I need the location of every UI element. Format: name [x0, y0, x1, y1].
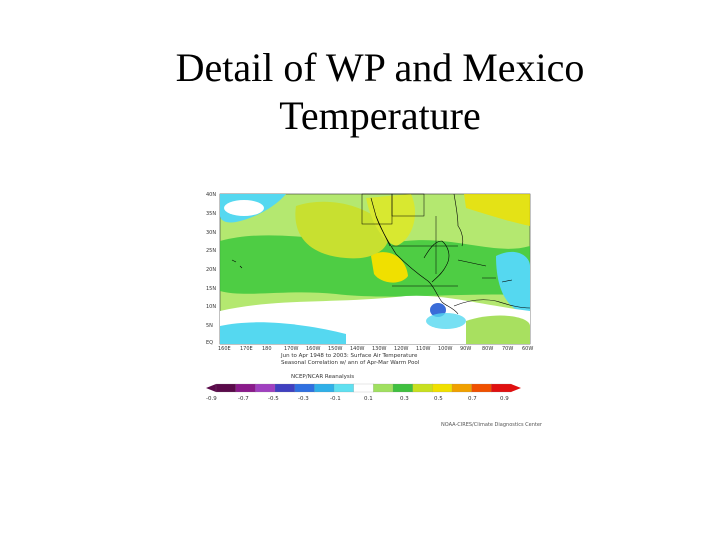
lon-label-60w: 60W [522, 346, 534, 352]
coast-mexico [370, 197, 459, 315]
credit-text: NOAA-CIRES/Climate Diagnostics Center [441, 422, 542, 428]
field-cyan-panama [426, 313, 466, 329]
lat-label-10n: 10N [206, 304, 217, 310]
field-cyan-bottom-left [220, 322, 346, 344]
colorbar-swatch [333, 383, 355, 393]
correlation-map-figure: 40N 35N 30N 25N 20N 15N 10N 5N EQ 160E 1… [196, 186, 566, 436]
colorbar-label-m05: -0.5 [268, 396, 279, 402]
colorbar-arrow-right [511, 384, 521, 392]
state-box-2 [391, 193, 425, 217]
field-green-bottom-right [466, 315, 530, 344]
lon-label-170e: 170E [240, 346, 253, 352]
colorbar-swatch [255, 383, 276, 393]
field-yellow-green-east [366, 194, 416, 246]
colorbar-label-07: 0.7 [468, 396, 477, 402]
lon-label-100w: 100W [438, 346, 453, 352]
field-patches [220, 194, 530, 344]
colorbar-swatch [491, 383, 512, 393]
colorbar-label-m01: -0.1 [330, 396, 341, 402]
coast-hawaii [231, 259, 243, 269]
lon-label-160e: 160E [218, 346, 231, 352]
lon-label-110w: 110W [416, 346, 431, 352]
lat-label-15n: 15N [206, 286, 217, 292]
colorbar-label-m03: -0.3 [298, 396, 309, 402]
coast-florida [457, 225, 464, 247]
coast-gulf [423, 240, 450, 283]
colorbar-swatch [314, 383, 335, 393]
lat-label-eq: EQ [206, 340, 214, 346]
correlation-map [219, 193, 531, 345]
colorbar-swatch [412, 383, 433, 393]
lon-label-80w: 80W [482, 346, 494, 352]
coast-caribbean [482, 277, 513, 283]
lon-label-70w: 70W [502, 346, 514, 352]
colorbar-swatch [471, 383, 492, 393]
caption-line-2: Seasonal Correlation w/ ann of Apr-Mar W… [281, 360, 420, 366]
colorbar-swatch [353, 383, 374, 393]
colorbar-swatch [294, 383, 315, 393]
colorbar-swatch [432, 383, 453, 393]
map-caption: Jun to Apr 1948 to 2003: Surface Air Tem… [281, 353, 419, 367]
lat-label-20n: 20N [206, 267, 217, 273]
coast-south-america [453, 299, 531, 309]
lon-label-160w: 160W [306, 346, 321, 352]
title-line-1: Detail of WP and Mexico [175, 45, 585, 90]
coast-cuba [457, 259, 487, 267]
slide-title: Detail of WP and Mexico Temperature [0, 44, 720, 140]
field-cyan-right [496, 251, 530, 316]
coast-us-atlantic [453, 193, 459, 227]
title-line-2: Temperature [279, 93, 481, 138]
boundaries [361, 193, 458, 287]
lon-label-130w: 130W [372, 346, 387, 352]
lon-label-120w: 120W [394, 346, 409, 352]
colorbar-label-09: 0.9 [500, 396, 509, 402]
lat-label-40n: 40N [206, 192, 217, 198]
coast-baja [375, 215, 391, 247]
caption-line-1: Jun to Apr 1948 to 2003: Surface Air Tem… [281, 353, 418, 359]
lon-label-140w: 140W [350, 346, 365, 352]
colorbar-swatch [373, 383, 394, 393]
lon-label-170w: 170W [284, 346, 299, 352]
colorbar [206, 383, 521, 393]
lon-label-180: 180 [262, 346, 272, 352]
field-yellow-top-right [464, 194, 530, 226]
colorbar-label-03: 0.3 [400, 396, 409, 402]
lat-label-30n: 30N [206, 230, 217, 236]
lon-label-90w: 90W [460, 346, 472, 352]
coastlines [231, 193, 531, 315]
colorbar-swatch [392, 383, 414, 393]
colorbar-arrow-left [206, 384, 216, 392]
lat-label-35n: 35N [206, 211, 217, 217]
field-white-top-left [224, 200, 264, 216]
lat-label-25n: 25N [206, 248, 217, 254]
colorbar-label-01: 0.1 [364, 396, 373, 402]
lon-label-150w: 150W [328, 346, 343, 352]
colorbar-label-05: 0.5 [434, 396, 443, 402]
colorbar-swatch [235, 383, 256, 393]
colorbar-swatch [215, 383, 237, 393]
field-yellow-mexico [371, 252, 408, 283]
field-yellow-green-center [295, 201, 389, 259]
colorbar-label-m07: -0.7 [238, 396, 249, 402]
colorbar-swatch [274, 383, 296, 393]
colorbar-swatch [451, 383, 473, 393]
source-label: NCEP/NCAR Reanalysis [291, 374, 355, 380]
lat-label-5n: 5N [206, 323, 213, 329]
colorbar-label-m09: -0.9 [206, 396, 217, 402]
